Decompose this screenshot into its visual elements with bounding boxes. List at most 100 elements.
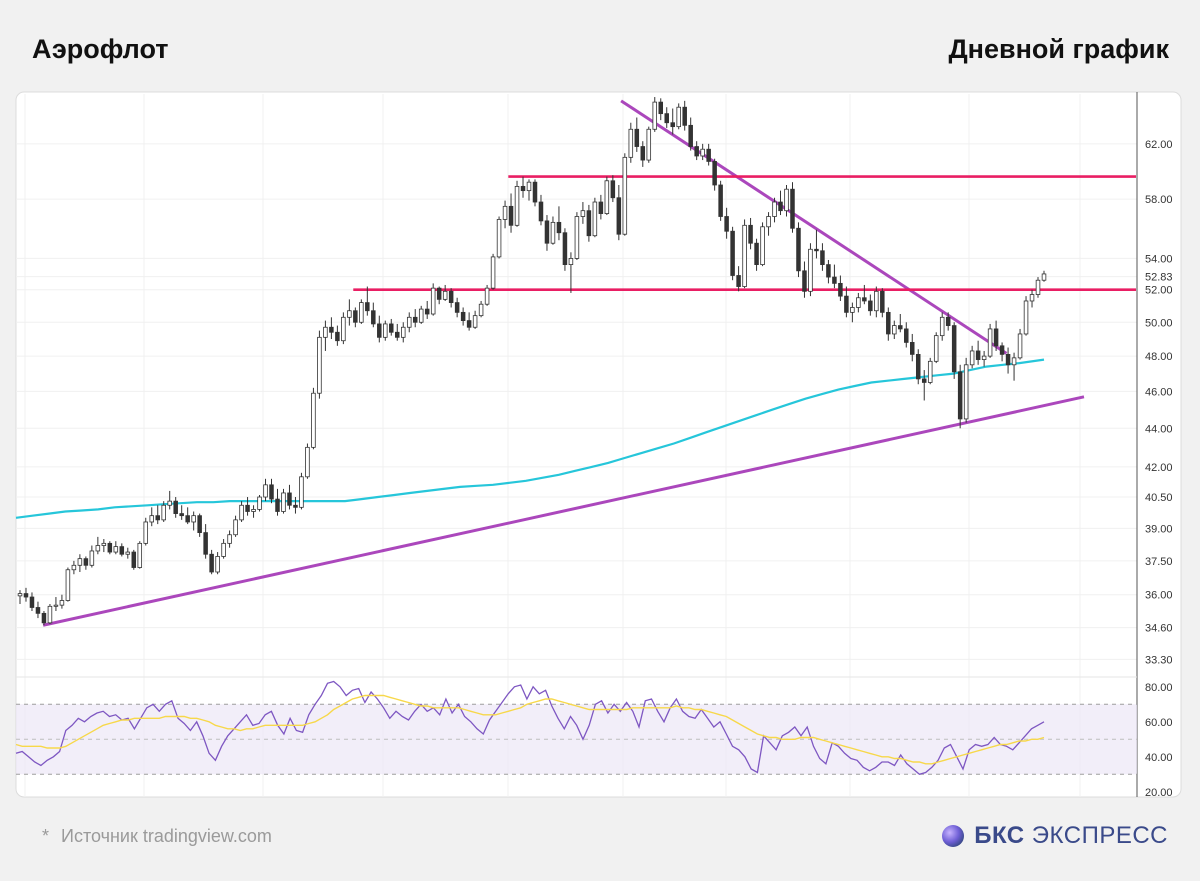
candle-body	[263, 484, 268, 498]
candle-body	[939, 316, 945, 337]
candle-body	[1005, 353, 1011, 366]
candle-body	[874, 290, 879, 312]
candle-body	[760, 226, 765, 265]
candle-body	[329, 326, 334, 333]
candle-body	[119, 546, 125, 555]
candle-body	[383, 323, 388, 338]
candle-body	[724, 216, 729, 232]
price-tick-label: 44.00	[1145, 423, 1173, 435]
candle-body	[131, 551, 137, 568]
candle-body	[161, 504, 166, 521]
candle-body	[634, 128, 640, 147]
candle-body	[999, 345, 1005, 355]
candle-body	[514, 185, 520, 226]
candle-body	[293, 504, 298, 508]
candle-body	[101, 542, 107, 546]
candle-body	[53, 604, 59, 607]
candle-body	[323, 326, 328, 338]
candle-body	[784, 188, 789, 212]
candle-body	[287, 492, 292, 506]
candle-body	[155, 515, 160, 521]
candle-body	[1029, 294, 1035, 302]
candle-body	[910, 342, 915, 355]
trendline-resistance	[620, 99, 1008, 355]
price-tick-label: 46.00	[1145, 386, 1173, 398]
candle-body	[107, 542, 113, 553]
candle-body	[197, 515, 202, 533]
candle-body	[993, 328, 999, 347]
candle-body	[389, 323, 394, 333]
candle-body	[808, 248, 813, 292]
candle-body	[233, 519, 238, 536]
candle-body	[167, 500, 172, 506]
candle-body	[472, 315, 478, 328]
candle-body	[1023, 300, 1029, 335]
candle-body	[478, 303, 484, 317]
candle-body	[969, 350, 975, 366]
price-tick-label: 39.00	[1145, 523, 1173, 535]
candle-body	[987, 328, 993, 357]
candle-body	[652, 101, 658, 130]
candle-body	[688, 124, 693, 147]
candle-body	[927, 360, 933, 383]
candle-body	[17, 593, 23, 597]
candle-body	[646, 128, 652, 161]
source-text: Источник tradingview.com	[61, 826, 272, 846]
candle-body	[275, 498, 280, 512]
candle-body	[317, 336, 322, 394]
candle-body	[311, 392, 316, 448]
candle-body	[658, 101, 664, 115]
candle-body	[71, 564, 77, 571]
candle-body	[676, 106, 681, 128]
candle-body	[742, 224, 747, 287]
candle-body	[454, 302, 460, 313]
candle-body	[892, 325, 897, 335]
candle-body	[706, 148, 711, 162]
candle-body	[269, 484, 274, 500]
candle-body	[951, 325, 957, 373]
candle-body	[670, 122, 675, 128]
candle-body	[814, 248, 819, 252]
candle-body	[730, 230, 735, 276]
source-line: * Источник tradingview.com	[42, 826, 272, 847]
candle-body	[766, 216, 771, 228]
brand-name-rest: ЭКСПРЕСС	[1024, 822, 1168, 849]
candle-body	[23, 593, 29, 598]
price-tick-label: 54.00	[1145, 253, 1173, 265]
candle-body	[400, 326, 406, 338]
candle-body	[502, 205, 508, 220]
price-tick-label: 48.00	[1145, 351, 1173, 363]
brand-logo-icon	[942, 825, 965, 847]
candle-body	[898, 325, 903, 330]
candle-body	[712, 161, 717, 186]
candle-body	[880, 290, 885, 313]
candle-body	[466, 320, 472, 328]
candle-body	[802, 270, 807, 292]
rsi-line	[15, 680, 1045, 776]
candle-body	[377, 323, 382, 338]
price-tick-label: 42.00	[1145, 462, 1173, 474]
candle-body	[700, 148, 705, 157]
candle-body	[77, 558, 83, 566]
candle-body	[41, 612, 47, 624]
candle-body	[604, 180, 610, 214]
price-tick-label: 50.00	[1145, 317, 1173, 329]
candle-body	[856, 297, 861, 308]
candle-body	[538, 201, 544, 222]
candle-body	[191, 515, 196, 523]
candle-body	[143, 521, 149, 544]
candle-body	[1017, 333, 1023, 359]
candle-body	[137, 542, 143, 568]
trendline-support	[42, 395, 1085, 627]
candle-body	[89, 550, 95, 566]
candle-body	[29, 596, 35, 608]
candle-body	[778, 201, 783, 212]
candle-body	[844, 295, 849, 313]
candle-body	[904, 328, 909, 343]
candle-body	[47, 605, 53, 624]
candle-body	[915, 353, 921, 380]
candle-body	[1041, 273, 1047, 281]
candle-body	[598, 201, 604, 214]
candle-body	[586, 210, 592, 237]
